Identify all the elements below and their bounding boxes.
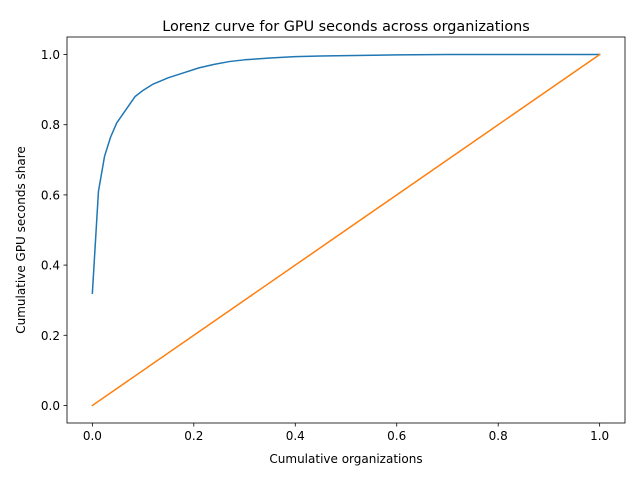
series-line-0	[91, 53, 601, 294]
x-tick-label: 0.0	[83, 429, 102, 443]
y-tick-label: 0.6	[41, 188, 60, 202]
x-axis-label: Cumulative organizations	[269, 452, 422, 466]
y-tick-label: 0.4	[41, 259, 60, 273]
y-axis-label: Cumulative GPU seconds share	[14, 146, 28, 334]
series-line-1	[91, 53, 601, 407]
y-tick-label: 0.8	[41, 118, 60, 132]
x-tick-label: 0.6	[387, 429, 406, 443]
x-axis-ticks: 0.0 0.2 0.4 0.6 0.8 1.0	[83, 423, 609, 443]
x-tick-label: 0.8	[489, 429, 508, 443]
y-tick-label: 0.0	[41, 399, 60, 413]
x-tick-label: 0.4	[286, 429, 305, 443]
y-axis-ticks: 0.0 0.2 0.4 0.6 0.8 1.0	[41, 48, 67, 413]
chart-title: Lorenz curve for GPU seconds across orga…	[162, 19, 530, 35]
plot-frame	[66, 36, 626, 424]
x-tick-label: 0.2	[184, 429, 203, 443]
y-tick-label: 0.2	[41, 329, 60, 343]
y-tick-label: 1.0	[41, 48, 60, 62]
x-tick-label: 1.0	[590, 429, 609, 443]
plot-area	[66, 36, 626, 424]
